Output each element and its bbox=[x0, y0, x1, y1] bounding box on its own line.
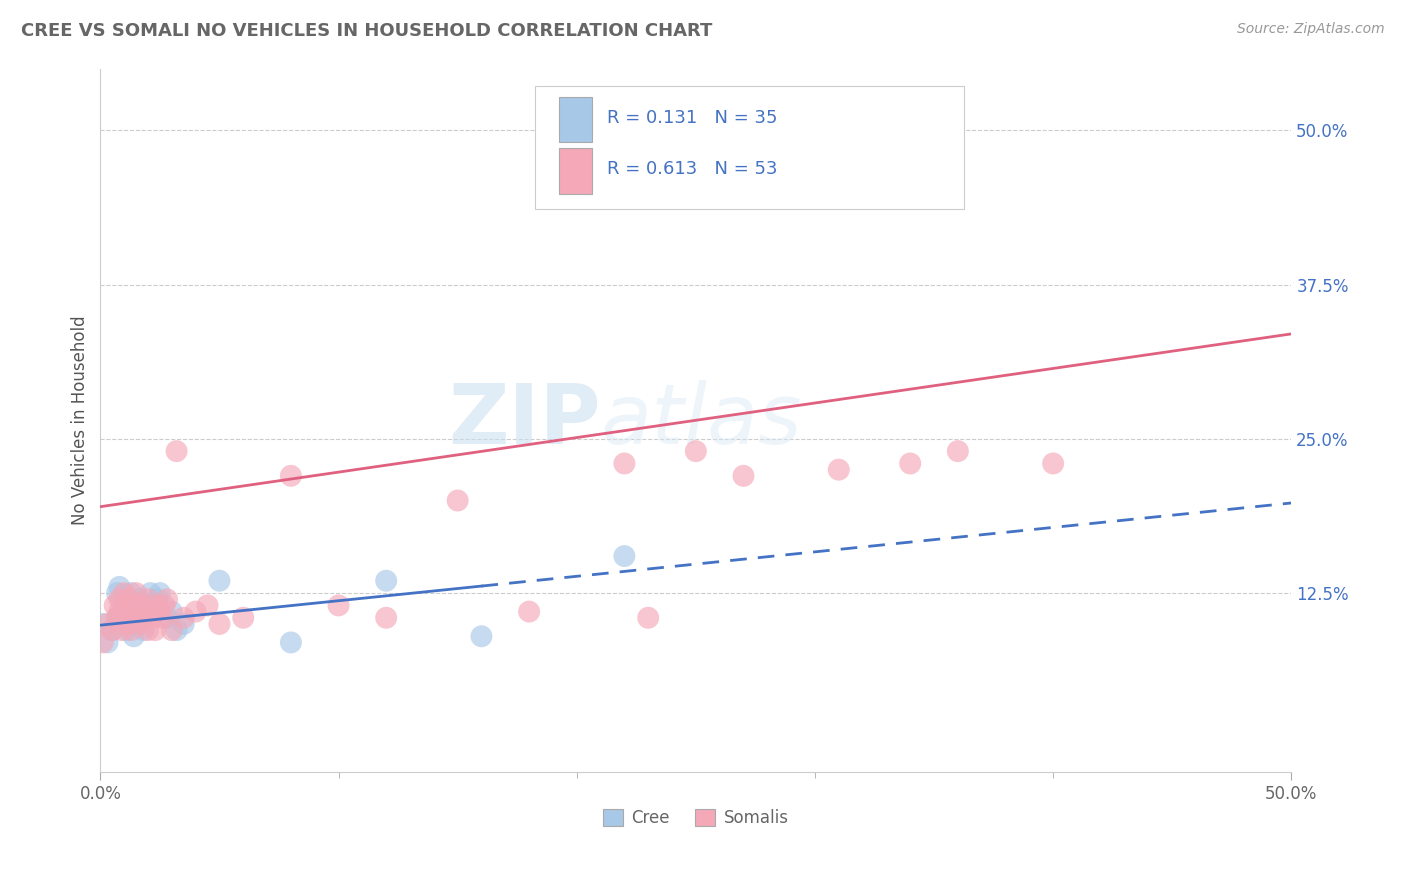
Point bbox=[375, 611, 398, 625]
Point bbox=[105, 611, 128, 625]
Point bbox=[142, 605, 165, 619]
Point bbox=[142, 611, 165, 625]
Legend: Cree, Somalis: Cree, Somalis bbox=[596, 803, 794, 834]
Text: CREE VS SOMALI NO VEHICLES IN HOUSEHOLD CORRELATION CHART: CREE VS SOMALI NO VEHICLES IN HOUSEHOLD … bbox=[21, 22, 713, 40]
Point bbox=[136, 623, 159, 637]
Point bbox=[118, 616, 141, 631]
Text: R = 0.131   N = 35: R = 0.131 N = 35 bbox=[606, 109, 778, 127]
Point bbox=[112, 599, 135, 613]
FancyBboxPatch shape bbox=[558, 96, 592, 143]
Point bbox=[135, 611, 157, 625]
Point bbox=[136, 599, 159, 613]
Point bbox=[517, 605, 540, 619]
Point bbox=[153, 599, 176, 613]
Point bbox=[733, 468, 755, 483]
Point bbox=[613, 549, 636, 563]
Point bbox=[613, 457, 636, 471]
Point bbox=[111, 623, 134, 637]
Point bbox=[184, 605, 207, 619]
Point bbox=[122, 629, 145, 643]
Point bbox=[120, 623, 142, 637]
Point bbox=[112, 586, 135, 600]
Point bbox=[115, 623, 138, 637]
Point bbox=[118, 592, 141, 607]
Point bbox=[122, 599, 145, 613]
Point bbox=[96, 635, 118, 649]
Point bbox=[156, 592, 179, 607]
Point bbox=[108, 580, 131, 594]
Point bbox=[112, 599, 135, 613]
Point bbox=[139, 586, 162, 600]
Point bbox=[173, 616, 195, 631]
Point bbox=[149, 605, 172, 619]
Point bbox=[946, 444, 969, 458]
Point bbox=[135, 599, 157, 613]
Point bbox=[127, 592, 149, 607]
Point bbox=[125, 586, 148, 600]
Point bbox=[160, 623, 183, 637]
Point bbox=[173, 611, 195, 625]
Point bbox=[143, 623, 166, 637]
Point bbox=[118, 611, 141, 625]
Point bbox=[118, 599, 141, 613]
Point bbox=[115, 605, 138, 619]
Point bbox=[166, 444, 188, 458]
Point bbox=[146, 592, 169, 607]
Point bbox=[197, 599, 219, 613]
Point bbox=[1042, 457, 1064, 471]
Point bbox=[156, 611, 179, 625]
Text: atlas: atlas bbox=[600, 380, 803, 461]
Point bbox=[828, 463, 851, 477]
Point bbox=[139, 605, 162, 619]
Point bbox=[105, 586, 128, 600]
Point bbox=[91, 635, 114, 649]
Text: ZIP: ZIP bbox=[449, 380, 600, 461]
Point bbox=[136, 592, 159, 607]
Point bbox=[125, 605, 148, 619]
Point bbox=[149, 586, 172, 600]
Point bbox=[160, 605, 183, 619]
Text: Source: ZipAtlas.com: Source: ZipAtlas.com bbox=[1237, 22, 1385, 37]
Point bbox=[101, 623, 124, 637]
Point bbox=[375, 574, 398, 588]
Point bbox=[101, 623, 124, 637]
Point bbox=[208, 616, 231, 631]
Point bbox=[150, 611, 173, 625]
Point bbox=[132, 623, 155, 637]
Point bbox=[637, 611, 659, 625]
Point bbox=[96, 616, 118, 631]
Point bbox=[108, 605, 131, 619]
Point bbox=[127, 599, 149, 613]
Point bbox=[898, 457, 921, 471]
Point bbox=[208, 574, 231, 588]
Text: R = 0.613   N = 53: R = 0.613 N = 53 bbox=[606, 161, 778, 178]
FancyBboxPatch shape bbox=[558, 148, 592, 194]
Y-axis label: No Vehicles in Household: No Vehicles in Household bbox=[72, 316, 89, 525]
Point bbox=[91, 616, 114, 631]
Point bbox=[565, 185, 588, 199]
Point bbox=[120, 605, 142, 619]
Point bbox=[446, 493, 468, 508]
Point bbox=[122, 611, 145, 625]
Point bbox=[166, 623, 188, 637]
Point bbox=[112, 605, 135, 619]
Point bbox=[105, 611, 128, 625]
Point bbox=[232, 611, 254, 625]
Point bbox=[111, 592, 134, 607]
Point bbox=[143, 599, 166, 613]
Point bbox=[125, 611, 148, 625]
Point bbox=[108, 592, 131, 607]
Point bbox=[685, 444, 707, 458]
FancyBboxPatch shape bbox=[536, 87, 965, 210]
Point bbox=[328, 599, 350, 613]
Point bbox=[280, 468, 302, 483]
Point bbox=[146, 599, 169, 613]
Point bbox=[104, 599, 127, 613]
Point bbox=[129, 599, 152, 613]
Point bbox=[120, 586, 142, 600]
Point bbox=[470, 629, 492, 643]
Point bbox=[129, 616, 152, 631]
Point bbox=[132, 611, 155, 625]
Point bbox=[280, 635, 302, 649]
